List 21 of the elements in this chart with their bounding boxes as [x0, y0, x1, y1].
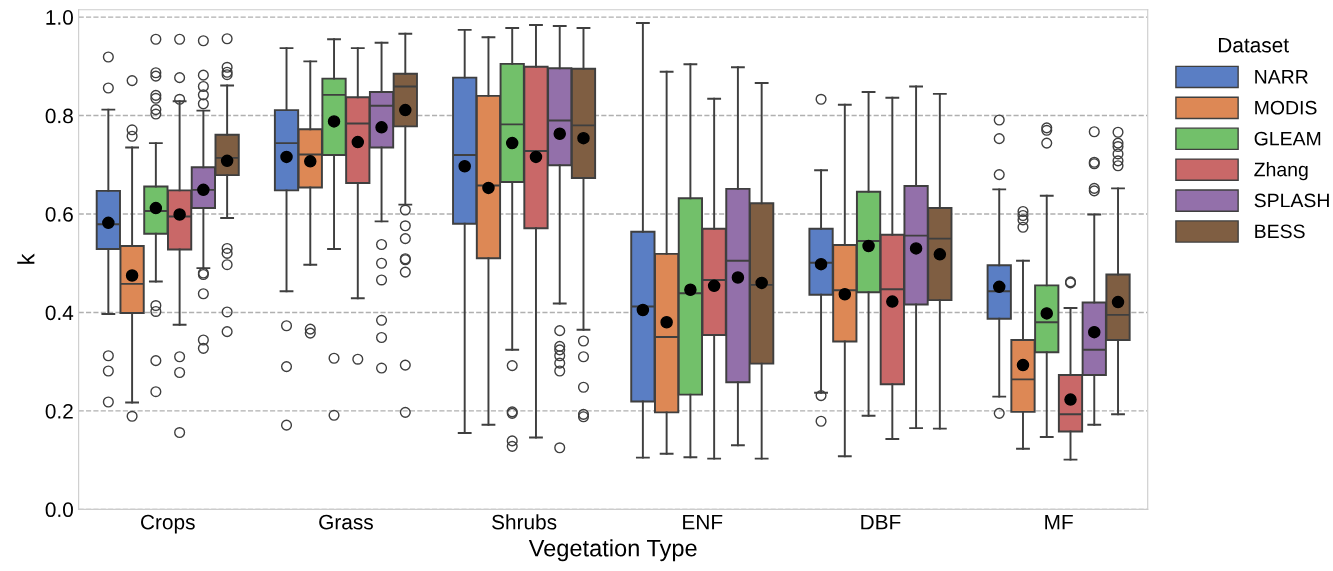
x-axis-title: Vegetation Type: [528, 539, 697, 562]
legend-label: MODIS: [1255, 100, 1317, 115]
legend-label: Zhang: [1254, 162, 1308, 181]
y-tick-label: 0.0: [45, 502, 73, 518]
x-tick-label: Shrubs: [492, 514, 557, 530]
x-tick-label: DBF: [861, 514, 901, 530]
y-tick-label: 0.4: [45, 305, 74, 321]
y-tick-label: 0.8: [45, 108, 73, 124]
y-tick-label: 0.6: [45, 206, 73, 222]
legend-label: BESS: [1255, 224, 1305, 239]
x-tick-label: Grass: [319, 514, 373, 530]
legend-label: GLEAM: [1254, 131, 1321, 146]
y-tick-label: 0.2: [45, 403, 73, 419]
x-tick-label: MF: [1045, 514, 1073, 530]
x-tick-label: Crops: [141, 514, 195, 534]
legend-title: Dataset: [1218, 37, 1289, 53]
x-tick-label: ENF: [683, 514, 723, 530]
legend-label: NARR: [1255, 70, 1308, 84]
legend-label: SPLASH: [1254, 193, 1329, 208]
y-tick-label: 1.0: [46, 10, 73, 25]
y-axis-title: k: [17, 253, 35, 264]
